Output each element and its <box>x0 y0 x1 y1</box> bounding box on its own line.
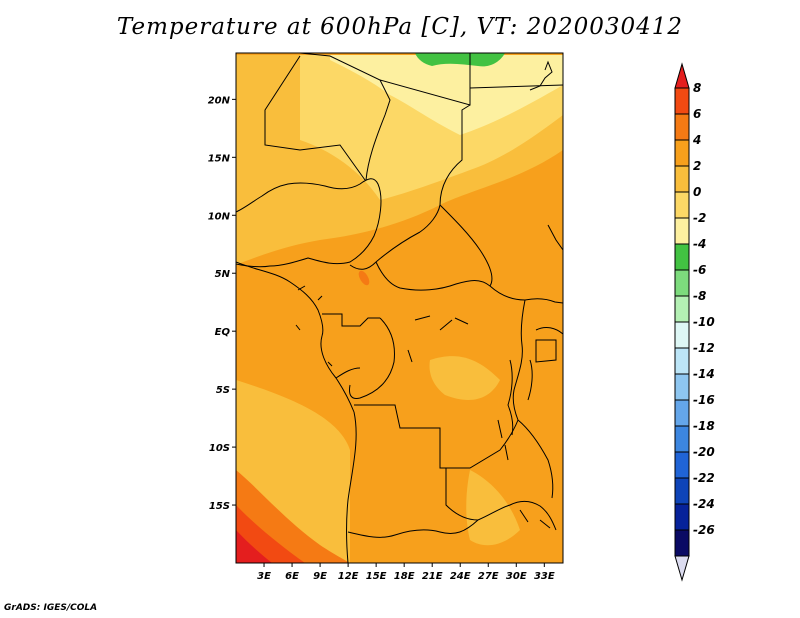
colorbar-label: -8 <box>693 289 706 303</box>
colorbar-swatch <box>674 529 690 557</box>
lon-tick-label: 24E <box>450 571 471 582</box>
lat-tick-label: 20N <box>208 95 231 106</box>
field-northwest-patch <box>236 60 300 120</box>
lon-tick-label: 6E <box>285 571 299 582</box>
country-borders <box>236 53 563 563</box>
lat-tick-label: 15S <box>209 501 230 512</box>
colorbar-swatch <box>674 191 690 219</box>
colorbar-bottom-arrow <box>674 555 690 582</box>
colorbar-swatch <box>674 347 690 375</box>
lat-tick-label: 10S <box>209 443 230 454</box>
colorbar-label: -22 <box>693 471 715 485</box>
colorbar-label: -26 <box>693 523 715 537</box>
colorbar: 8 6 4 2 0 -2 -4 -6 -8 -10 -12 -14 -16 -18 -20 -22 -24 -26 <box>674 62 715 582</box>
colorbar-swatch <box>674 269 690 297</box>
colorbar-swatch <box>674 321 690 349</box>
colorbar-label: -24 <box>693 497 715 511</box>
colorbar-swatch <box>674 243 690 271</box>
colorbar-swatch <box>674 165 690 193</box>
lon-tick-label: 21E <box>422 571 443 582</box>
lat-tick-label: 15N <box>208 153 231 164</box>
colorbar-label: 6 <box>693 107 701 121</box>
colorbar-label: -2 <box>693 211 706 225</box>
map-title: Temperature at 600hPa [C], VT: 202003041… <box>116 14 684 40</box>
lon-tick-label: 27E <box>478 571 499 582</box>
lat-tick-label: 5S <box>216 385 230 396</box>
lon-tick-label: 30E <box>506 571 527 582</box>
colorbar-label: 0 <box>693 185 701 199</box>
lat-tick-label: 10N <box>208 211 231 222</box>
plot-frame <box>235 52 564 564</box>
colorbar-label: -6 <box>693 263 706 277</box>
lon-tick-label: 15E <box>366 571 387 582</box>
temperature-field <box>236 53 563 563</box>
colorbar-label: -20 <box>693 445 715 459</box>
colorbar-swatch <box>674 113 690 141</box>
colorbar-swatch <box>674 503 690 531</box>
colorbar-label: 8 <box>693 81 701 95</box>
colorbar-top-arrow <box>674 62 690 89</box>
lat-axis: 20N 15N 10N 5N EQ 5S 10S 15S <box>208 95 236 512</box>
grads-credit: GrADS: IGES/COLA <box>4 603 98 613</box>
lon-tick-label: 33E <box>534 571 555 582</box>
colorbar-label: -12 <box>693 341 715 355</box>
colorbar-label: 4 <box>692 133 701 147</box>
field-central-patch <box>429 356 500 400</box>
colorbar-label: -14 <box>693 367 715 381</box>
lon-tick-label: 3E <box>257 571 271 582</box>
field-warm-spot <box>358 270 370 286</box>
lon-tick-label: 9E <box>313 571 327 582</box>
colorbar-swatch <box>674 295 690 323</box>
colorbar-label: -16 <box>693 393 715 407</box>
colorbar-swatch <box>674 87 690 115</box>
colorbar-label: -18 <box>693 419 715 433</box>
lon-tick-label: 18E <box>394 571 415 582</box>
colorbar-swatch <box>674 139 690 167</box>
colorbar-swatch <box>674 477 690 505</box>
colorbar-swatch <box>674 217 690 245</box>
field-southeast-patch <box>466 470 520 546</box>
lat-tick-label: 5N <box>215 269 231 280</box>
lat-tick-label: EQ <box>215 327 231 338</box>
colorbar-label: -10 <box>693 315 715 329</box>
colorbar-swatch <box>674 399 690 427</box>
colorbar-label: 2 <box>693 159 701 173</box>
colorbar-swatch <box>674 425 690 453</box>
colorbar-swatch <box>674 373 690 401</box>
field-north-minus4-to-minus2 <box>330 55 563 135</box>
lon-tick-label: 12E <box>338 571 359 582</box>
lon-axis: 3E 6E 9E 12E 15E 18E 21E 24E 27E 30E 33E <box>257 563 555 582</box>
field-southwest-above-8 <box>236 530 272 563</box>
colorbar-label: -4 <box>693 237 706 251</box>
colorbar-swatch <box>674 451 690 479</box>
field-green-minus6 <box>415 53 505 67</box>
